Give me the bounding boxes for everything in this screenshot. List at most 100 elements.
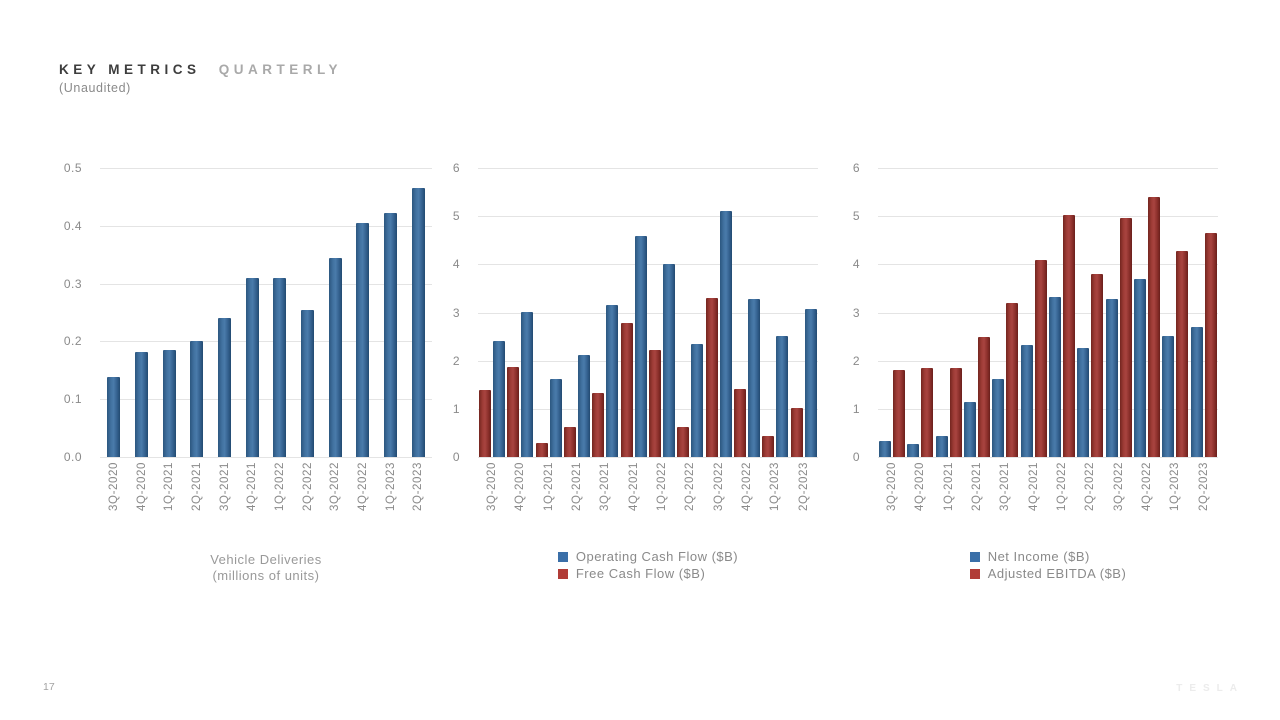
y-tick-label: 2 (452, 354, 460, 368)
bar-vehicle-deliveries-millions-of-units (107, 377, 121, 457)
category-slot (620, 168, 648, 457)
y-axis: 0 1 2 3 4 5 6 (826, 161, 870, 464)
category-slot (1020, 168, 1048, 457)
x-tick-label: 1Q-2023 (384, 462, 397, 511)
x-tick: 4Q-2020 (128, 462, 156, 540)
y-tick-label: 3 (852, 306, 860, 320)
gridline (878, 168, 1218, 169)
x-tick: 2Q-2023 (1190, 462, 1218, 540)
x-tick-label: 3Q-2022 (329, 462, 342, 511)
y-axis: 0.0 0.1 0.2 0.3 0.4 0.5 (48, 161, 92, 464)
bar-net-income-b (1105, 299, 1118, 457)
bar-adjusted-ebitda-b (1176, 251, 1189, 457)
x-tick-label: 3Q-2022 (1112, 462, 1125, 511)
gridline (100, 284, 432, 285)
bar-group (384, 168, 398, 457)
x-tick-label: 1Q-2021 (163, 462, 176, 511)
category-slot (906, 168, 934, 457)
bar-adjusted-ebitda-b (921, 368, 934, 457)
x-tick: 3Q-2021 (211, 462, 239, 540)
plot-area: 0 1 2 3 4 5 6 (853, 161, 1218, 464)
bar-group (479, 168, 506, 457)
bar-operating-cash-flow-b (776, 336, 789, 457)
x-tick: 3Q-2020 (478, 462, 506, 540)
x-tick-label: 1Q-2023 (1169, 462, 1182, 511)
bar-free-cash-flow-b (507, 367, 520, 457)
x-tick-label: 2Q-2021 (190, 462, 203, 511)
bar-group (162, 168, 176, 457)
legend-label: Free Cash Flow ($B) (575, 566, 706, 581)
gridline (478, 216, 818, 217)
bar-group (762, 168, 789, 457)
gridline (478, 361, 818, 362)
axis-caption-line: (millions of units) (212, 568, 320, 583)
page-title: KEY METRICS QUARTERLY (59, 62, 342, 77)
plot-area: 0 1 2 3 4 5 6 (453, 161, 818, 464)
x-tick: 1Q-2023 (1161, 462, 1189, 540)
bar-group (1020, 168, 1047, 457)
x-tick-label: 4Q-2020 (135, 462, 148, 511)
bars-row (100, 168, 432, 457)
bar-operating-cash-flow-b (748, 299, 761, 457)
x-tick: 3Q-2022 (1105, 462, 1133, 540)
y-tick-label: 6 (452, 161, 460, 175)
bar-adjusted-ebitda-b (1148, 197, 1161, 457)
category-slot (1161, 168, 1189, 457)
bar-group (677, 168, 704, 457)
bars-row (478, 168, 818, 457)
category-slot (563, 168, 591, 457)
x-tick: 4Q-2021 (238, 462, 266, 540)
bar-operating-cash-flow-b (663, 264, 676, 457)
x-tick-label: 1Q-2021 (542, 462, 555, 511)
bar-group (1190, 168, 1217, 457)
category-slot (963, 168, 991, 457)
x-tick: 1Q-2022 (648, 462, 676, 540)
bar-free-cash-flow-b (734, 389, 747, 457)
bar-group (1077, 168, 1104, 457)
x-tick: 3Q-2020 (100, 462, 128, 540)
bar-adjusted-ebitda-b (1063, 215, 1076, 457)
legend-entry: Free Cash Flow ($B) (557, 565, 738, 582)
x-tick: 1Q-2023 (761, 462, 789, 540)
gridline (478, 409, 818, 410)
bar-net-income-b (1020, 345, 1033, 457)
y-tick-label: 4 (452, 257, 460, 271)
y-tick-label: 0.1 (63, 392, 82, 406)
axis-caption-line: Vehicle Deliveries (210, 552, 322, 567)
category-slot (506, 168, 534, 457)
bar-operating-cash-flow-b (521, 312, 534, 457)
bar-group (935, 168, 962, 457)
bar-vehicle-deliveries-millions-of-units (328, 258, 342, 457)
gridline (100, 168, 432, 169)
y-axis: 0 1 2 3 4 5 6 (426, 161, 470, 464)
title-secondary: QUARTERLY (218, 62, 343, 77)
x-tick-label: 1Q-2023 (769, 462, 782, 511)
category-slot (761, 168, 789, 457)
bar-net-income-b (879, 441, 892, 457)
bar-group (705, 168, 732, 457)
legend-label: Operating Cash Flow ($B) (575, 549, 739, 564)
gridline (478, 264, 818, 265)
brand-wordmark: TESLA (1176, 683, 1244, 694)
gridline (478, 313, 818, 314)
bar-group (328, 168, 342, 457)
x-tick-label: 2Q-2022 (1084, 462, 1097, 511)
y-tick-label: 0.2 (63, 334, 82, 348)
x-tick: 1Q-2022 (266, 462, 294, 540)
bar-free-cash-flow-b (705, 298, 718, 457)
bar-free-cash-flow-b (564, 427, 577, 457)
bar-group (190, 168, 204, 457)
chart-legend: Net Income ($B) Adjusted EBITDA ($B) (969, 548, 1127, 582)
x-tick-label: 4Q-2021 (627, 462, 640, 511)
bar-group (964, 168, 991, 457)
category-slot (591, 168, 619, 457)
x-tick: 3Q-2020 (878, 462, 906, 540)
bar-group (273, 168, 287, 457)
legend-wrap: Operating Cash Flow ($B) Free Cash Flow (… (478, 548, 818, 582)
bar-adjusted-ebitda-b (1119, 218, 1132, 457)
category-slot (211, 168, 239, 457)
y-tick-label: 4 (852, 257, 860, 271)
x-tick-label: 4Q-2022 (356, 462, 369, 511)
